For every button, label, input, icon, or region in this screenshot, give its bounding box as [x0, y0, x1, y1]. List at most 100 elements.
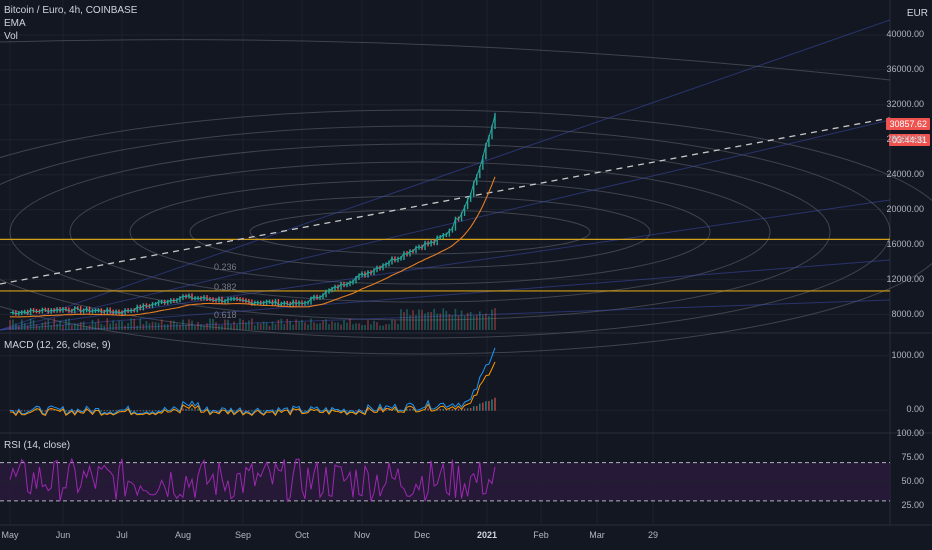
volume-bar	[367, 319, 369, 330]
macd-histogram-bar	[68, 410, 70, 412]
volume-bar	[157, 322, 160, 330]
macd-line	[9, 347, 496, 416]
volume-bar	[295, 319, 297, 330]
price-tick-label: 28000.00	[886, 133, 924, 144]
volume-bar	[62, 325, 64, 330]
macd-histogram-bar	[442, 408, 444, 411]
macd-histogram-bar	[185, 408, 187, 411]
volume-bar	[322, 320, 324, 330]
macd-histogram-bar	[182, 408, 184, 411]
volume-bar	[221, 325, 223, 330]
volume-bar	[12, 319, 14, 330]
macd-histogram-bar	[346, 410, 348, 412]
volume-bar	[194, 325, 196, 330]
volume-bar	[29, 318, 32, 330]
macd-histogram-bar	[436, 409, 438, 411]
volume-bar	[112, 320, 114, 330]
macd-histogram-bar	[139, 410, 141, 412]
macd-histogram-bar	[274, 410, 277, 412]
volume-bar	[245, 322, 247, 330]
volume-bar	[463, 315, 466, 330]
fan-line	[59, 299, 891, 331]
macd-histogram-bar	[340, 410, 342, 411]
fib-circle	[249, 209, 591, 255]
macd-histogram-bar	[251, 410, 253, 412]
volume-bar	[403, 311, 405, 330]
price-tick-label: 36000.00	[886, 63, 924, 74]
volume-bar	[124, 325, 126, 330]
volume-bar	[319, 323, 321, 330]
macd-histogram-bar	[491, 399, 493, 411]
volume-bar	[160, 319, 163, 330]
volume-bar	[71, 325, 73, 330]
volume-bar	[307, 324, 309, 330]
last-price-badge: 30857.62	[886, 118, 930, 130]
volume-bar	[154, 322, 157, 330]
volume-bar	[337, 322, 339, 330]
volume-bar	[385, 324, 387, 330]
currency-label[interactable]: EUR	[906, 8, 928, 19]
fib-label: 0.618	[214, 310, 237, 320]
volume-bar	[406, 309, 408, 330]
volume-bar	[349, 318, 351, 330]
volume-bar	[460, 310, 463, 330]
price-tick-label: 24000.00	[886, 168, 924, 179]
volume-bar	[472, 315, 475, 330]
volume-bar	[173, 320, 175, 330]
volume-bar	[424, 313, 426, 330]
macd-histogram-bar	[361, 410, 363, 412]
volume-bar	[292, 324, 294, 330]
volume-bar	[188, 319, 190, 330]
macd-histogram-bar	[460, 409, 463, 411]
macd-histogram-bar	[80, 410, 82, 411]
fib-circle	[0, 109, 932, 355]
volume-bar	[433, 308, 435, 330]
macd-histogram-bar	[160, 410, 163, 412]
volume-bar	[239, 318, 241, 330]
volume-bar	[145, 320, 148, 330]
volume-bar	[65, 319, 67, 330]
volume-bar	[271, 321, 274, 330]
volume-bar	[179, 324, 181, 330]
countdown-badge: 03:44:31	[888, 134, 930, 146]
volume-bar	[301, 320, 303, 330]
rsi-tick-label: 50.00	[901, 475, 924, 486]
volume-bar	[218, 325, 220, 330]
volume-bar	[209, 318, 211, 330]
macd-histogram-bar	[488, 401, 490, 411]
macd-histogram-bar	[109, 410, 111, 412]
signal-line	[9, 361, 496, 417]
volume-bar	[488, 315, 490, 330]
volume-bar	[256, 322, 259, 330]
macd-histogram-bar	[136, 410, 138, 412]
macd-histogram-bar	[173, 409, 175, 411]
volume-bar	[118, 320, 120, 330]
volume-bar	[277, 319, 280, 330]
macd-histogram-bar	[424, 409, 426, 411]
macd-histogram-bar	[91, 410, 94, 412]
volume-bar	[103, 325, 106, 330]
macd-histogram-bar	[127, 409, 129, 411]
macd-histogram-bar	[439, 408, 441, 411]
volume-bar	[328, 324, 330, 330]
macd-histogram-bar	[388, 409, 390, 411]
rsi-tick-label: 100.00	[896, 428, 924, 438]
volume-bar	[68, 318, 70, 330]
volume-bar	[151, 321, 154, 330]
fan-line	[0, 119, 891, 331]
volume-bar	[388, 324, 390, 330]
volume-bar	[340, 324, 342, 330]
volume-bar	[38, 325, 41, 330]
macd-histogram-bar	[427, 408, 429, 411]
macd-histogram-bar	[367, 409, 369, 411]
volume-bar	[466, 312, 469, 330]
macd-histogram-bar	[197, 408, 199, 411]
volume-bar	[286, 318, 289, 330]
macd-histogram-bar	[26, 410, 29, 412]
volume-bar	[200, 324, 202, 330]
volume-bar	[82, 321, 85, 330]
macd-histogram-bar	[289, 410, 291, 412]
fib-circle	[0, 125, 891, 339]
volume-bar	[427, 311, 429, 330]
